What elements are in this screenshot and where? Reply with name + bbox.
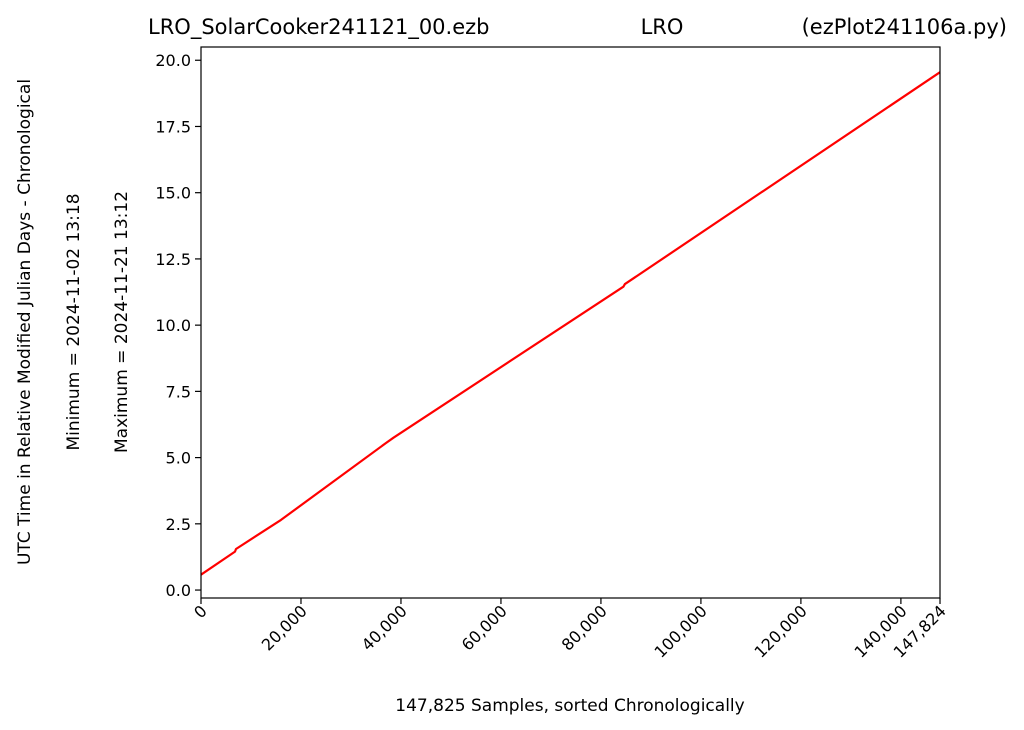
axes-frame	[200, 46, 941, 599]
y-tick-label: 12.5	[155, 250, 191, 269]
x-tick-label: 80,000	[558, 601, 611, 654]
x-tick-label: 0	[190, 601, 211, 622]
series-line	[200, 71, 941, 576]
x-axis: 0 20,000 40,000 60,000 80,000 100,000 120,000 1…	[190, 598, 950, 662]
y-axis-minimum-label: Minimum = 2024-11-02 13:18	[64, 193, 84, 450]
y-tick-label: 7.5	[166, 382, 191, 401]
y-tick-label: 10.0	[155, 316, 191, 335]
x-tick-label: 100,000	[651, 601, 711, 661]
title-right: (ezPlot241106a.py)	[802, 15, 1007, 39]
y-tick-label: 5.0	[166, 449, 191, 468]
y-axis-label: UTC Time in Relative Modified Julian Day…	[15, 79, 35, 565]
y-tick-label: 15.0	[155, 184, 191, 203]
title-center: LRO	[641, 15, 684, 39]
x-tick-label: 40,000	[358, 601, 411, 654]
x-axis-label: 147,825 Samples, sorted Chronologically	[395, 696, 744, 716]
y-axis: 0.0 2.5 5.0 7.5 10.0 12.5 15.0 17.5 20.0	[155, 51, 201, 600]
plot-area	[200, 71, 941, 576]
y-tick-label: 17.5	[155, 117, 191, 136]
x-tick-label: 20,000	[258, 601, 311, 654]
x-tick-label: 120,000	[751, 601, 811, 661]
x-tick-label: 60,000	[458, 601, 511, 654]
y-tick-label: 0.0	[166, 581, 191, 600]
y-axis-maximum-label: Maximum = 2024-11-21 13:12	[112, 191, 132, 453]
title-left: LRO_SolarCooker241121_00.ezb	[148, 15, 490, 40]
y-tick-label: 20.0	[155, 51, 191, 70]
y-tick-label: 2.5	[166, 515, 191, 534]
